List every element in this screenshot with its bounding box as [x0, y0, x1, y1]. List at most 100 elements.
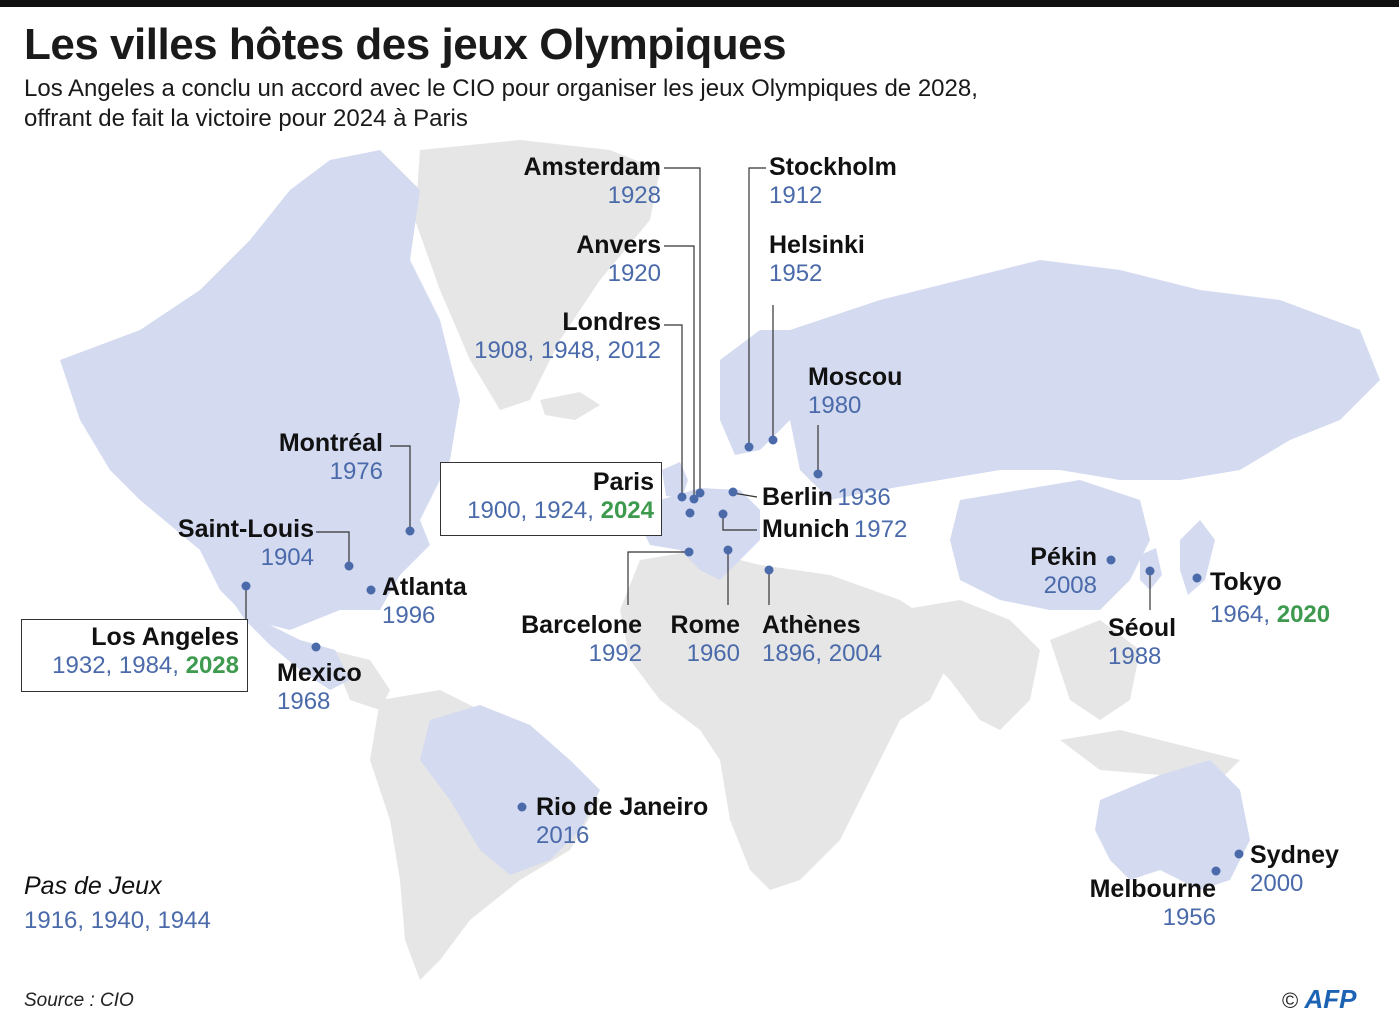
- dot-londres: [677, 492, 687, 502]
- city-helsinki: Helsinki 1952: [769, 230, 865, 289]
- leader-anvers: [664, 245, 695, 497]
- dot-seoul: [1145, 566, 1155, 576]
- source-note: Source : CIO: [24, 990, 134, 1011]
- city-moscou: Moscou 1980: [808, 362, 902, 421]
- leader-barcelone: [627, 551, 689, 605]
- canada: [60, 150, 460, 520]
- city-berlin: Berlin 1936: [762, 482, 891, 513]
- city-years: 1992: [588, 640, 642, 667]
- south-asia: [900, 600, 1040, 730]
- city-name: Berlin: [762, 483, 833, 511]
- city-athenes: Athènes 1896, 2004: [762, 610, 882, 669]
- city-years: 1956: [1162, 904, 1216, 931]
- leader-londres: [664, 324, 683, 497]
- north-africa-middle-east: [620, 550, 960, 890]
- city-paris: Paris 1900, 1924, 2024: [467, 467, 654, 526]
- australia: [1095, 760, 1250, 890]
- city-name: Mexico: [277, 659, 362, 687]
- dot-stockholm: [744, 442, 754, 452]
- city-years-past: 1900, 1924,: [467, 497, 601, 524]
- city-name: Séoul: [1108, 614, 1177, 642]
- dot-amsterdam: [695, 488, 705, 498]
- no-games-years: 1916, 1940, 1944: [24, 907, 211, 934]
- city-munich: Munich 1972: [762, 514, 907, 545]
- city-name: Tokyo: [1210, 568, 1282, 596]
- leader-amsterdam: [664, 167, 701, 493]
- city-years: 2008: [1043, 572, 1097, 599]
- leader-munich: [722, 514, 757, 531]
- dot-anvers: [689, 494, 699, 504]
- dot-barcelone: [684, 547, 694, 557]
- city-saint-louis: Saint-Louis 1904: [178, 514, 314, 573]
- usa: [140, 500, 430, 630]
- city-name: Sydney: [1250, 841, 1339, 869]
- dot-paris: [685, 508, 695, 518]
- city-years-future: 2020: [1276, 601, 1331, 628]
- dot-berlin: [728, 487, 738, 497]
- city-name: Rio de Janeiro: [536, 793, 709, 821]
- dot-la: [241, 581, 251, 591]
- city-years: 1900, 1924, 2024: [467, 497, 654, 526]
- city-years-past: 1964,: [1210, 601, 1277, 628]
- no-games-label: Pas de Jeux: [24, 872, 162, 900]
- city-londres: Londres 1908, 1948, 2012: [474, 307, 661, 366]
- afp-logo: AFP: [1304, 984, 1357, 1014]
- leader-saintlouis: [316, 531, 350, 565]
- western-europe: [640, 488, 760, 580]
- dot-athenes: [764, 565, 774, 575]
- city-years: 1932, 1984, 2028: [52, 652, 239, 681]
- city-amsterdam: Amsterdam 1928: [523, 152, 661, 211]
- dot-moscou: [813, 469, 823, 479]
- city-rome: Rome 1960: [671, 610, 740, 669]
- city-tokyo: Tokyo 1964, 2020: [1210, 567, 1330, 630]
- city-barcelone: Barcelone 1992: [521, 610, 642, 669]
- city-years: 2000: [1250, 870, 1304, 897]
- city-years: 1964, 2020: [1210, 601, 1330, 630]
- leader-stockholm: [748, 167, 766, 445]
- city-name: Saint-Louis: [177, 515, 314, 543]
- city-name: Los Angeles: [91, 623, 239, 651]
- city-name: Montréal: [278, 429, 383, 457]
- dot-munich: [718, 509, 728, 519]
- city-years: 1928: [607, 182, 661, 209]
- page-title: Les villes hôtes des jeux Olympiques: [24, 20, 787, 69]
- city-los-angeles: Los Angeles 1932, 1984, 2028: [52, 622, 239, 681]
- city-name: Munich: [762, 515, 850, 543]
- land-host: [60, 150, 1380, 890]
- los-angeles-highlight-box: [21, 619, 248, 692]
- top-bar: [0, 0, 1399, 7]
- russia: [790, 260, 1380, 500]
- dot-mexico: [311, 642, 321, 652]
- city-years-past: 1932, 1984,: [52, 652, 186, 679]
- paris-highlight-box: [440, 462, 662, 536]
- dot-atlanta: [366, 585, 376, 595]
- mexico: [225, 590, 350, 690]
- city-name: Moscou: [808, 363, 903, 391]
- china: [950, 480, 1150, 610]
- city-name: Melbourne: [1089, 875, 1216, 903]
- dot-rio: [517, 802, 527, 812]
- city-years: 1904: [260, 544, 314, 571]
- city-years: 1972: [853, 516, 908, 543]
- leader-lines: [245, 167, 1151, 620]
- city-years: 1960: [686, 640, 740, 667]
- city-rio: Rio de Janeiro 2016: [536, 792, 708, 851]
- dot-sydney: [1234, 849, 1244, 859]
- city-years: 1908, 1948, 2012: [474, 337, 661, 364]
- uk: [662, 462, 688, 498]
- subtitle-line-2: offrant de fait la victoire pour 2024 à …: [24, 105, 468, 132]
- dot-montreal: [405, 526, 415, 536]
- dot-pekin: [1106, 555, 1116, 565]
- central-america: [330, 650, 390, 710]
- dot-rome: [723, 545, 733, 555]
- city-seoul: Séoul 1988: [1108, 613, 1176, 672]
- city-sydney: Sydney 2000: [1250, 840, 1339, 899]
- copyright-symbol: ©: [1282, 988, 1299, 1013]
- city-years: 1996: [382, 602, 436, 629]
- city-name: Athènes: [762, 611, 861, 639]
- city-years-future: 2024: [600, 497, 654, 524]
- dot-saintlouis: [344, 561, 354, 571]
- city-name: Amsterdam: [523, 153, 661, 181]
- dot-helsinki: [768, 435, 778, 445]
